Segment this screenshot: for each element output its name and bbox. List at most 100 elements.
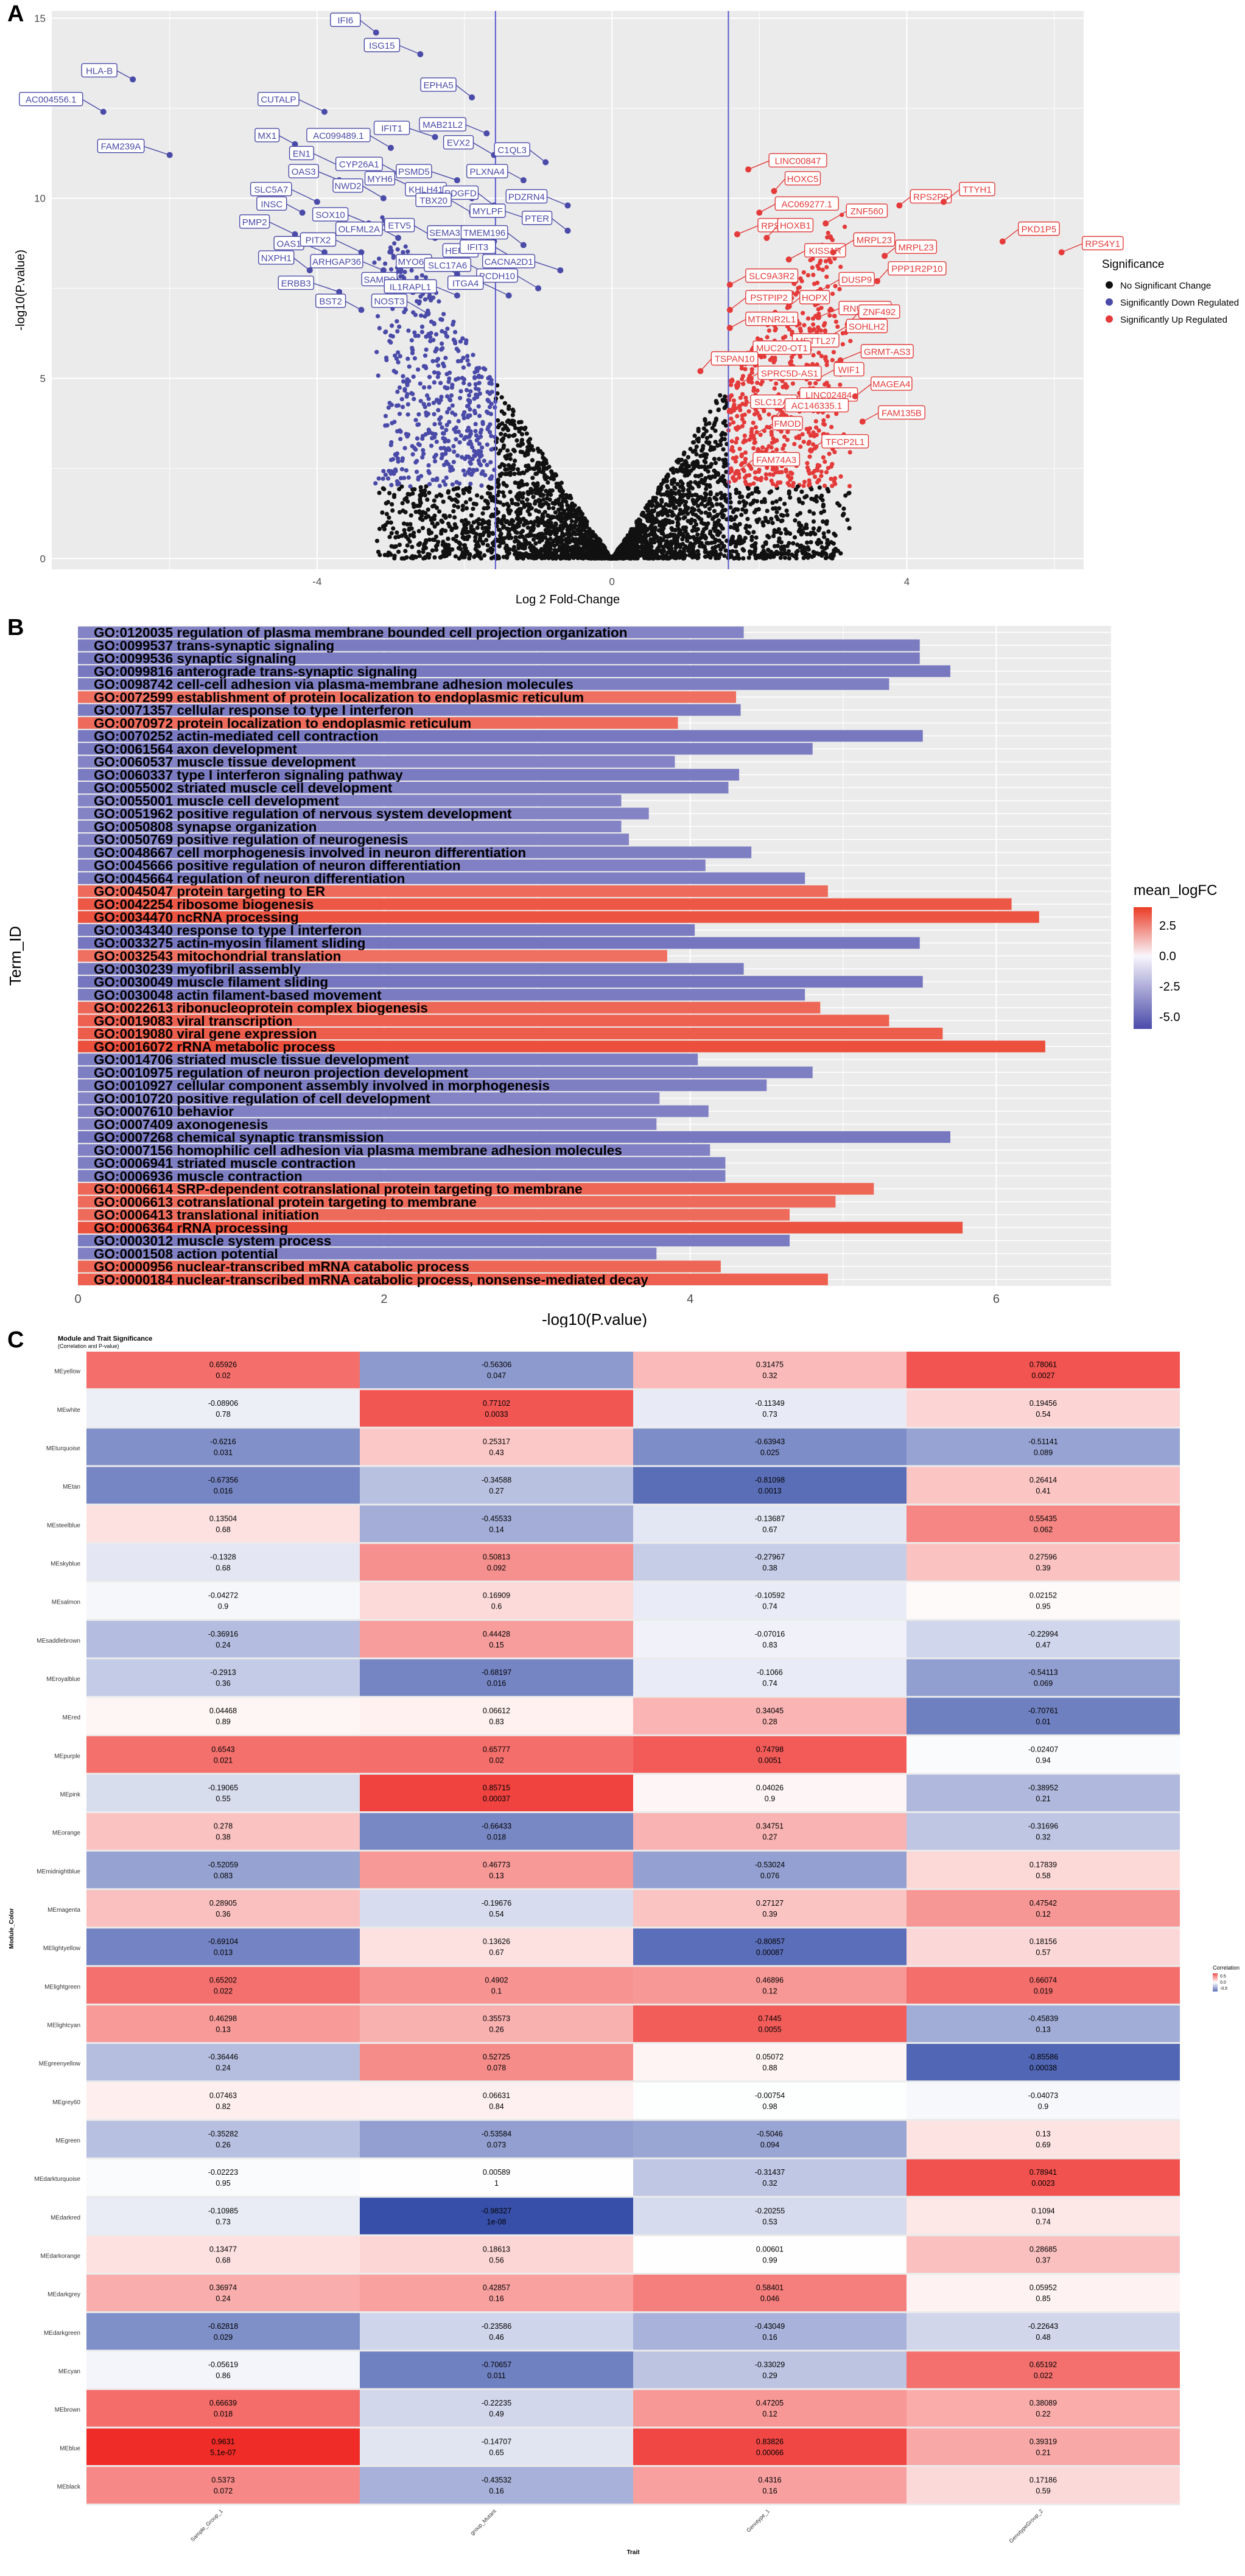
point-label: PPP1R2P10 <box>891 264 942 275</box>
go-term-label: GO:0019083 viral transcription <box>94 1013 292 1028</box>
volcano-point <box>756 553 761 558</box>
panel-a-letter: A <box>7 1 24 27</box>
volcano-point <box>755 477 760 482</box>
volcano-point <box>390 508 395 513</box>
point-label: ITGA4 <box>452 278 479 289</box>
label-box <box>384 279 437 294</box>
volcano-point <box>755 486 760 491</box>
volcano-point <box>638 533 643 539</box>
volcano-point <box>516 443 521 448</box>
volcano-point <box>806 468 811 472</box>
volcano-point <box>467 467 472 472</box>
volcano-point <box>455 453 460 458</box>
volcano-point <box>682 527 687 532</box>
volcano-point <box>529 490 534 495</box>
volcano-point <box>772 439 777 444</box>
cell-pvalue: 0.0027 <box>1031 1372 1054 1380</box>
volcano-point <box>835 501 840 506</box>
volcano-point <box>721 447 726 452</box>
volcano-point <box>432 422 437 427</box>
volcano-point <box>449 497 454 502</box>
volcano-point <box>723 457 728 462</box>
volcano-point <box>572 508 577 513</box>
volcano-point <box>822 483 827 488</box>
label-box <box>371 293 408 308</box>
label-box <box>745 290 793 304</box>
label-box <box>443 135 474 150</box>
volcano-point <box>526 438 531 444</box>
volcano-point <box>732 478 737 483</box>
volcano-point <box>520 441 525 446</box>
volcano-point <box>778 555 783 560</box>
volcano-point <box>410 391 415 396</box>
volcano-point <box>508 470 513 475</box>
volcano-point <box>502 494 507 499</box>
go-bar <box>78 1183 874 1195</box>
heatmap-cell <box>360 1967 633 2004</box>
volcano-point <box>772 386 777 391</box>
volcano-point <box>419 325 425 329</box>
cell-pvalue: 0.27 <box>762 1833 777 1842</box>
volcano-point <box>841 511 846 516</box>
volcano-point <box>507 528 511 533</box>
cell-pvalue: 0.58 <box>1036 1872 1050 1880</box>
point-label: MX1 <box>258 131 276 141</box>
volcano-point <box>708 555 713 560</box>
point-label: PITX2 <box>306 235 331 245</box>
volcano-point <box>720 514 726 520</box>
volcano-point <box>480 521 486 525</box>
volcano-point <box>569 519 574 524</box>
legend-tick-label: 2.5 <box>1159 919 1176 933</box>
volcano-point <box>529 548 534 553</box>
volcano-point <box>544 541 550 547</box>
label-leader-line <box>818 308 840 318</box>
volcano-point <box>828 259 833 264</box>
point-label: NWD2 <box>334 181 361 192</box>
volcano-point <box>772 544 777 549</box>
label-leader-line <box>748 160 770 170</box>
volcano-point <box>749 370 754 375</box>
volcano-point <box>401 374 405 379</box>
label-box <box>250 181 292 197</box>
volcano-point <box>824 469 829 475</box>
volcano-point <box>699 448 704 453</box>
heatmap-cell <box>86 1659 360 1696</box>
cell-pvalue: 0.031 <box>214 1448 233 1457</box>
volcano-point <box>777 470 782 475</box>
volcano-point <box>737 541 743 546</box>
point-label: SPRC5D-AS1 <box>761 368 818 379</box>
volcano-point <box>520 546 525 550</box>
x-tick-label: 4 <box>687 1293 693 1306</box>
volcano-point <box>604 553 609 558</box>
volcano-point <box>785 429 790 435</box>
volcano-point <box>373 481 378 486</box>
volcano-point <box>710 474 715 479</box>
label-box <box>752 340 812 355</box>
cell-correlation: 0.04026 <box>756 1783 784 1792</box>
volcano-point <box>461 527 466 532</box>
cell-correlation: 0.34045 <box>756 1707 784 1715</box>
volcano-point <box>704 541 709 546</box>
volcano-point <box>739 513 744 518</box>
volcano-point <box>551 514 556 519</box>
volcano-point <box>825 538 830 542</box>
volcano-point <box>595 550 600 555</box>
volcano-point <box>460 504 465 508</box>
volcano-point <box>807 454 812 459</box>
volcano-point <box>713 428 718 433</box>
cell-correlation: 0.46298 <box>209 2014 237 2023</box>
volcano-point <box>707 474 712 479</box>
volcano-point <box>788 531 793 536</box>
volcano-point <box>441 361 446 366</box>
volcano-point <box>826 414 830 419</box>
volcano-point <box>467 485 472 490</box>
cell-correlation: -0.27967 <box>755 1553 785 1561</box>
go-bar <box>78 859 706 871</box>
cell-pvalue: 0.39 <box>1036 1563 1050 1572</box>
volcano-point <box>416 549 421 555</box>
volcano-point <box>464 338 469 343</box>
volcano-point <box>525 521 531 525</box>
volcano-point <box>808 539 813 545</box>
volcano-point <box>389 440 394 445</box>
volcano-point <box>424 484 429 489</box>
